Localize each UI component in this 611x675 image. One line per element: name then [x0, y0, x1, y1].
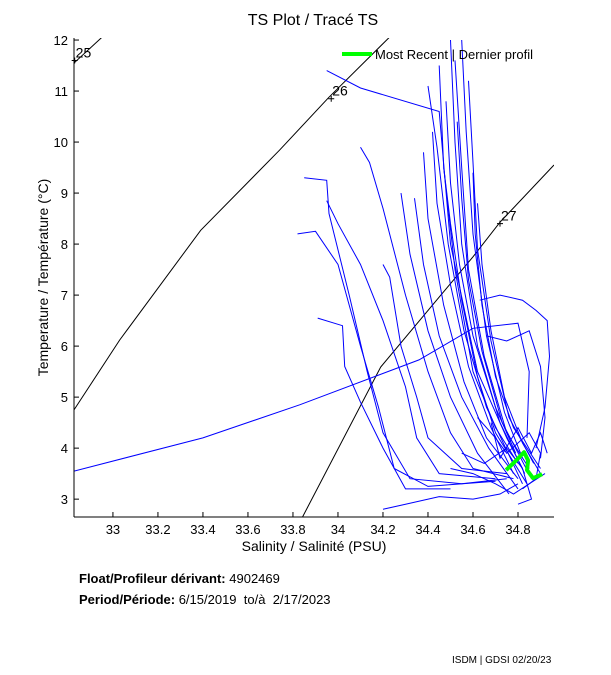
x-tick-label: 34.2 [370, 522, 395, 537]
y-tick-label: 5 [61, 390, 68, 405]
x-tick-label: 33.4 [190, 522, 215, 537]
period-info: Period/Période: 6/15/2019 to/à 2/17/2023 [79, 592, 331, 607]
profile-line-6 [382, 264, 507, 475]
x-tick-label: 33.2 [145, 522, 170, 537]
profile-line-24 [486, 330, 546, 459]
x-tick-label: 33.8 [280, 522, 305, 537]
profile-line-1 [74, 322, 530, 472]
profile-line-5 [326, 200, 496, 480]
most-recent-profile [504, 450, 543, 481]
y-tick-label: 6 [61, 339, 68, 354]
period-sep: to/à [243, 592, 266, 607]
contour-label-25: 25 [76, 44, 92, 60]
period-start: 6/15/2019 [178, 592, 237, 607]
profile-line-27 [450, 468, 546, 495]
profile-line-18 [445, 101, 517, 454]
x-tick-label: 34.6 [460, 522, 485, 537]
profile-line-19 [456, 121, 532, 479]
plot-area [74, 38, 554, 517]
profile-line-14 [443, 167, 528, 485]
profile-line-16 [472, 172, 541, 469]
profile-line-9 [450, 39, 526, 474]
y-tick-label: 11 [55, 84, 69, 99]
float-info: Float/Profileur dérivant: 4902469 [79, 571, 280, 586]
contour-marker-26 [328, 95, 335, 102]
profile-line-21 [477, 203, 541, 474]
float-label: Float/Profileur dérivant: [79, 571, 226, 586]
profile-line-17 [414, 198, 519, 490]
profile-line-13 [423, 152, 519, 480]
profile-line-26 [461, 447, 533, 505]
y-tick-label: 4 [61, 441, 68, 456]
x-tick-label: 33 [106, 522, 120, 537]
density-contour-25 [74, 38, 102, 64]
profile-line-12 [432, 131, 514, 474]
y-tick-label: 8 [61, 237, 68, 252]
legend-label: Most Recent | Dernier profil [375, 47, 533, 62]
float-id: 4902469 [229, 571, 280, 586]
profile-line-22 [400, 193, 510, 495]
profile-line-28 [490, 422, 548, 460]
profile-line-0 [326, 70, 523, 469]
profile-line-20 [427, 85, 523, 485]
profile-line-7 [360, 146, 514, 480]
y-tick-label: 10 [54, 135, 68, 150]
contour-marker-25 [71, 57, 78, 64]
period-end: 2/17/2023 [272, 592, 331, 607]
credit: ISDM | GDSI 02/20/23 [452, 655, 552, 666]
contour-marker-27 [496, 220, 503, 227]
period-label: Period/Période: [79, 592, 176, 607]
y-tick-label: 7 [61, 288, 68, 303]
contour-label-27: 27 [501, 208, 517, 224]
y-tick-label: 9 [61, 186, 68, 201]
x-axis-label: Salinity / Salinité (PSU) [242, 538, 387, 554]
contour-label-26: 26 [332, 83, 348, 99]
y-tick-label: 3 [61, 492, 68, 507]
x-tick-label: 33.6 [235, 522, 260, 537]
density-contour-26 [74, 38, 390, 411]
profile-line-29 [382, 483, 519, 510]
chart-title: TS Plot / Tracé TS [248, 12, 378, 29]
y-tick-label: 12 [54, 33, 68, 48]
x-tick-label: 34.4 [415, 522, 440, 537]
profile-line-4 [317, 317, 451, 490]
y-axis-label: Temperature / Température (°C) [35, 179, 51, 377]
profile-line-3 [297, 230, 496, 487]
profile-line-2 [304, 177, 507, 485]
x-tick-label: 34.8 [505, 522, 530, 537]
x-tick-label: 34 [331, 522, 345, 537]
profile-line-23 [479, 294, 551, 449]
